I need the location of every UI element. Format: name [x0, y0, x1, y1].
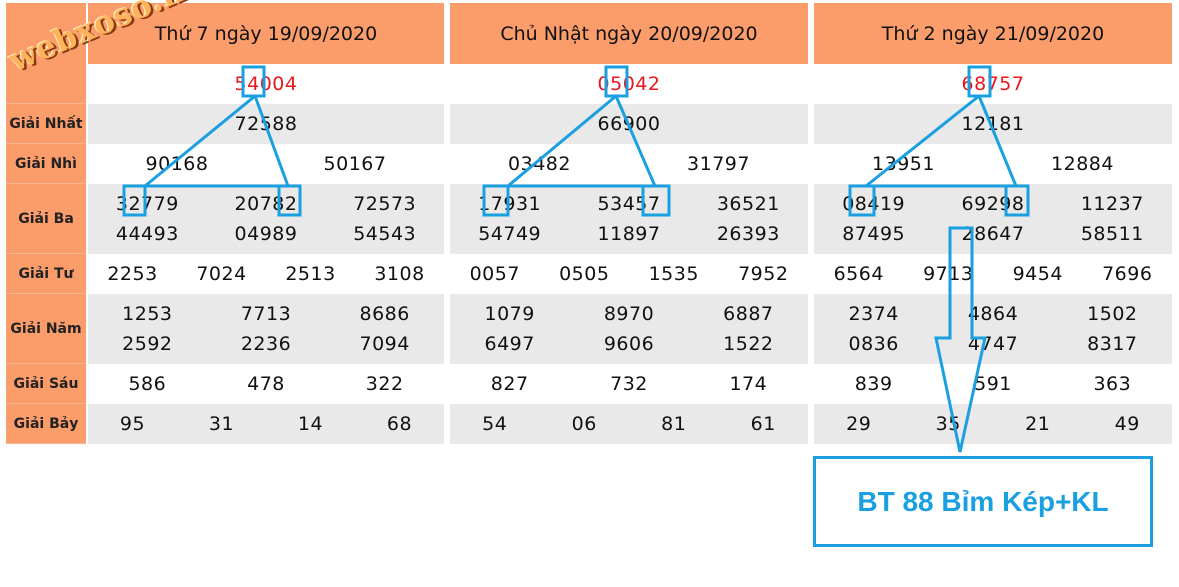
prize-ba: 54543	[353, 223, 417, 245]
prize-tu: 2253	[107, 263, 158, 285]
prize-tu: 2513	[285, 263, 336, 285]
prize-sau: 363	[1093, 373, 1132, 395]
prize-ba: 32779	[115, 193, 179, 215]
prize-ba: 28647	[961, 223, 1025, 245]
prize-nhat: 72588	[234, 113, 298, 135]
label-giai-sau: Giải Sáu	[6, 364, 86, 404]
prize-nam: 1079	[484, 303, 535, 325]
prize-nhi: 50167	[323, 153, 387, 175]
prize-sau: 839	[854, 373, 893, 395]
day-panel-1: Chủ Nhật ngày 20/09/2020 05042 66900 034…	[450, 3, 808, 444]
prize-tu: 7696	[1102, 263, 1153, 285]
prize-nam: 9606	[603, 333, 655, 355]
prize-ba: 72573	[353, 193, 417, 215]
prize-sau: 478	[247, 373, 285, 395]
prize-bay: 06	[571, 413, 597, 435]
prize-nhi: 03482	[508, 153, 571, 175]
prize-nhi: 90168	[145, 153, 209, 175]
prize-sau: 586	[128, 373, 167, 395]
prize-ba: 53457	[597, 193, 661, 215]
special-prize: 54004	[234, 73, 298, 95]
prize-labels: Giải Nhất Giải Nhì Giải Ba Giải Tư Giải …	[6, 3, 86, 444]
prize-bay: 61	[750, 413, 776, 435]
prize-ba: 20782	[234, 193, 298, 215]
prize-nam: 6887	[723, 303, 774, 325]
prize-ba: 17931	[478, 193, 542, 215]
prize-nam: 8970	[603, 303, 655, 325]
prize-nhat: 12181	[961, 113, 1025, 135]
prize-nam: 4747	[967, 333, 1019, 355]
prize-ba: 54749	[478, 223, 542, 245]
prize-nhi: 31797	[687, 153, 750, 175]
prize-nhi: 13951	[872, 153, 935, 175]
prize-bay: 21	[1025, 413, 1051, 435]
day-panel-2: Thứ 2 ngày 21/09/2020 68757 12181 13951 …	[814, 3, 1172, 444]
prize-sau: 827	[490, 373, 529, 395]
label-giai-tu: Giải Tư	[6, 254, 86, 294]
prize-sau: 732	[610, 373, 648, 395]
prize-sau: 322	[365, 373, 404, 395]
prize-ba: 58511	[1080, 223, 1144, 245]
prize-bay: 54	[482, 413, 508, 435]
label-spacer	[6, 3, 86, 104]
prize-ba: 44493	[115, 223, 179, 245]
label-giai-ba: Giải Ba	[6, 184, 86, 254]
prize-nam: 8317	[1087, 333, 1138, 355]
prize-tu: 7952	[738, 263, 789, 285]
prize-bay: 35	[935, 413, 961, 435]
prize-tu: 9713	[923, 263, 974, 285]
prize-tu: 0505	[559, 263, 610, 285]
day-title: Thứ 2 ngày 21/09/2020	[814, 3, 1172, 64]
prize-nam: 2592	[122, 333, 173, 355]
prize-ba: 04989	[234, 223, 298, 245]
prize-nam: 0836	[848, 333, 899, 355]
prize-tu: 3108	[374, 263, 425, 285]
prize-tu: 9454	[1012, 263, 1063, 285]
prize-ba: 11237	[1080, 193, 1144, 215]
prize-nam: 4864	[967, 303, 1019, 325]
day-title: Thứ 7 ngày 19/09/2020	[88, 3, 444, 64]
prize-nam: 8686	[359, 303, 410, 325]
prize-bay: 14	[297, 413, 324, 435]
prize-bay: 29	[846, 413, 872, 435]
prize-sau: 591	[974, 373, 1012, 395]
prize-tu: 6564	[833, 263, 884, 285]
day-panel-0: Thứ 7 ngày 19/09/2020 54004 72588 90168 …	[88, 3, 444, 444]
prize-ba: 69298	[961, 193, 1025, 215]
prize-nhat: 66900	[597, 113, 661, 135]
prize-nam: 7713	[240, 303, 292, 325]
prize-nam: 1502	[1087, 303, 1138, 325]
label-giai-nhi: Giải Nhì	[6, 144, 86, 184]
prize-nam: 7094	[359, 333, 410, 355]
prize-bay: 31	[208, 413, 235, 435]
prize-bay: 49	[1114, 413, 1140, 435]
prize-tu: 0057	[469, 263, 520, 285]
label-giai-nhat: Giải Nhất	[6, 104, 86, 144]
prize-bay: 81	[661, 413, 687, 435]
prize-nam: 1522	[723, 333, 774, 355]
label-giai-nam: Giải Năm	[6, 294, 86, 364]
special-prize: 68757	[961, 73, 1025, 95]
prize-bay: 68	[386, 413, 413, 435]
label-giai-bay: Giải Bảy	[6, 404, 86, 444]
prize-tu: 1535	[648, 263, 699, 285]
prize-ba: 36521	[716, 193, 780, 215]
prize-nam: 1253	[122, 303, 173, 325]
prize-ba: 08419	[842, 193, 906, 215]
prize-ba: 87495	[842, 223, 906, 245]
prize-ba: 11897	[597, 223, 661, 245]
prize-ba: 26393	[716, 223, 780, 245]
prize-nam: 2236	[240, 333, 292, 355]
prize-nam: 2374	[848, 303, 899, 325]
annotation-label-box: BT 88 Bỉm Kép+KL	[813, 456, 1153, 547]
special-prize: 05042	[597, 73, 661, 95]
prize-tu: 7024	[196, 263, 247, 285]
day-title: Chủ Nhật ngày 20/09/2020	[450, 3, 808, 64]
prize-bay: 95	[119, 413, 146, 435]
prize-sau: 174	[729, 373, 768, 395]
prize-nam: 6497	[484, 333, 535, 355]
prize-nhi: 12884	[1051, 153, 1114, 175]
